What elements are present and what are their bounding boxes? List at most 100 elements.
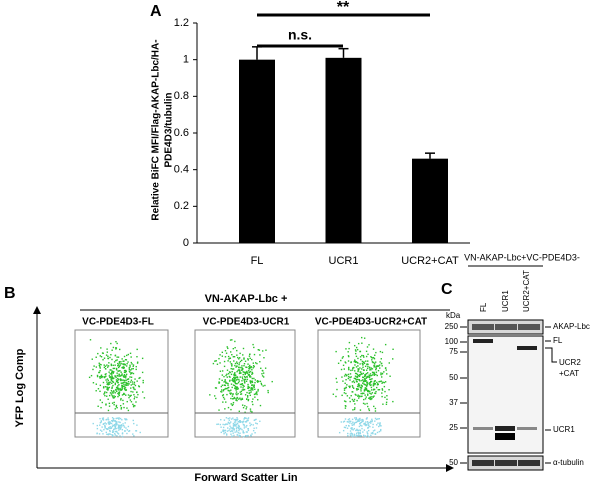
event-dot [384, 367, 387, 369]
event-dot [236, 386, 238, 388]
event-dot [347, 351, 349, 353]
event-dot [350, 432, 353, 435]
event-dot [117, 370, 119, 372]
event-dot [361, 362, 364, 365]
event-dot [129, 366, 131, 368]
event-dot [92, 368, 94, 371]
event-dot [346, 384, 348, 386]
event-dot [103, 366, 106, 369]
event-dot [372, 356, 375, 359]
event-dot [372, 384, 375, 387]
blot-band [517, 427, 537, 430]
event-dot [226, 423, 229, 425]
event-dot [112, 431, 115, 433]
event-dot [141, 357, 144, 360]
event-dot [244, 394, 247, 396]
blot-band [495, 433, 515, 440]
event-dot [242, 435, 245, 438]
y-axis-title-line: PDE4D3/tubulin [164, 92, 175, 167]
event-dot [233, 384, 236, 387]
event-dot [359, 422, 361, 425]
event-dot [123, 385, 126, 387]
event-dot [235, 376, 237, 379]
event-dot [251, 384, 253, 386]
event-dot [100, 347, 102, 349]
event-dot [215, 397, 217, 400]
event-dot [247, 434, 249, 437]
event-dot [373, 395, 375, 397]
event-dot [97, 388, 100, 390]
event-dot [232, 422, 235, 425]
event-dot [355, 429, 357, 432]
event-dot [381, 376, 383, 378]
event-dot [90, 374, 93, 377]
event-dot [369, 373, 372, 375]
event-dot [112, 346, 115, 349]
event-dot [241, 382, 244, 385]
event-dot [252, 403, 254, 406]
event-dot [365, 360, 367, 362]
event-dot [359, 434, 361, 437]
event-dot [225, 374, 227, 377]
event-dot [371, 374, 374, 376]
event-dot [347, 421, 350, 423]
event-dot [358, 433, 360, 435]
event-dot [108, 375, 111, 377]
event-dot [236, 426, 238, 429]
event-dot [256, 379, 259, 382]
event-dot [366, 385, 368, 387]
event-dot [351, 385, 354, 387]
event-dot [246, 424, 248, 427]
event-dot [232, 417, 234, 419]
event-dot [232, 380, 234, 383]
event-dot [384, 343, 387, 346]
event-dot [246, 395, 249, 397]
event-dot [353, 377, 356, 380]
event-dot [247, 387, 250, 389]
event-dot [232, 428, 235, 430]
event-dot [332, 393, 335, 395]
event-dot [225, 387, 227, 390]
event-dot [231, 339, 233, 341]
event-dot [117, 381, 119, 384]
event-dot [256, 392, 258, 394]
event-dot [99, 429, 102, 431]
event-dot [99, 417, 101, 420]
event-dot [105, 391, 108, 394]
event-dot [377, 422, 379, 424]
event-dot [233, 381, 235, 383]
event-dot [249, 357, 251, 360]
event-dot [237, 366, 240, 369]
event-dot [381, 365, 383, 367]
event-dot [123, 424, 125, 427]
event-dot [117, 379, 119, 382]
event-dot [237, 392, 239, 395]
event-dot [353, 427, 356, 430]
marker-label: 100 [445, 337, 459, 346]
marker-label: 250 [445, 322, 459, 331]
event-dot [114, 383, 116, 386]
event-dot [95, 390, 97, 392]
event-dot [247, 363, 249, 365]
event-dot [236, 378, 238, 380]
y-tick-label: 1 [183, 54, 189, 66]
event-dot [114, 427, 117, 429]
event-dot [121, 385, 123, 387]
event-dot [225, 417, 228, 419]
event-dot [253, 386, 255, 388]
event-dot [236, 382, 238, 385]
event-dot [360, 388, 362, 390]
event-dot [248, 355, 251, 357]
event-dot [108, 386, 111, 389]
event-dot [239, 432, 241, 434]
event-dot [342, 356, 344, 358]
event-dot [123, 393, 126, 395]
event-dot [343, 426, 346, 429]
event-dot [97, 405, 99, 407]
event-dot [233, 356, 236, 358]
event-dot [124, 371, 126, 374]
event-dot [110, 369, 112, 371]
event-dot [357, 370, 359, 373]
event-dot [128, 430, 131, 432]
event-dot [113, 401, 115, 404]
